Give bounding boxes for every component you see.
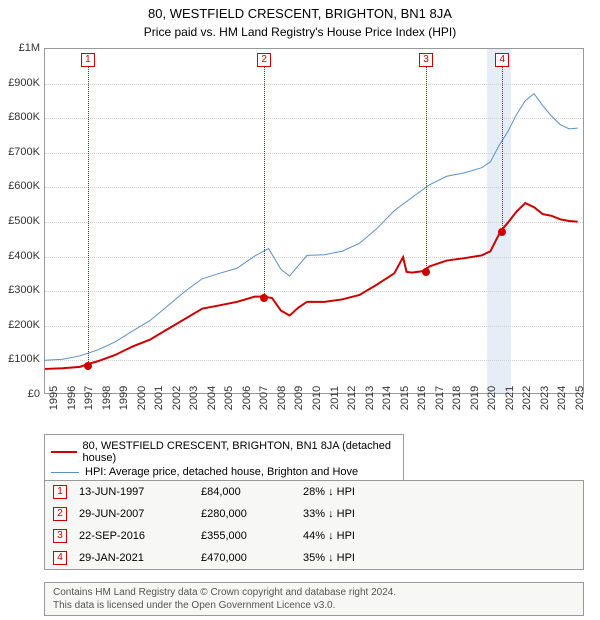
marker-line bbox=[426, 67, 427, 272]
x-axis-label: 2024 bbox=[556, 386, 568, 410]
marker-box: 1 bbox=[81, 53, 95, 67]
y-axis-label: £700K bbox=[0, 146, 40, 158]
sales-table: 1 13-JUN-1997 £84,000 28% ↓ HPI 2 29-JUN-2007… bbox=[44, 480, 584, 570]
sale-date: 13-JUN-1997 bbox=[79, 486, 189, 498]
marker-dot bbox=[498, 228, 506, 236]
sale-price: £355,000 bbox=[201, 530, 291, 542]
y-axis-label: £100K bbox=[0, 353, 40, 365]
x-axis-label: 2005 bbox=[223, 386, 235, 410]
footer-line-2: This data is licensed under the Open Gov… bbox=[53, 599, 575, 612]
x-axis-label: 2015 bbox=[399, 386, 411, 410]
x-axis-label: 2001 bbox=[153, 386, 165, 410]
sale-number-box: 2 bbox=[53, 507, 67, 521]
x-axis-label: 2006 bbox=[241, 386, 253, 410]
x-axis-label: 2012 bbox=[346, 386, 358, 410]
marker-line bbox=[88, 67, 89, 366]
y-axis-label: £400K bbox=[0, 250, 40, 262]
x-axis-label: 2013 bbox=[364, 386, 376, 410]
x-axis-label: 2022 bbox=[521, 386, 533, 410]
x-axis-label: 1997 bbox=[83, 386, 95, 410]
sale-number-box: 1 bbox=[53, 485, 67, 499]
marker-box: 2 bbox=[257, 53, 271, 67]
footer-line-1: Contains HM Land Registry data © Crown c… bbox=[53, 586, 575, 599]
sale-price: £280,000 bbox=[201, 508, 291, 520]
legend-swatch bbox=[51, 451, 77, 453]
sale-row: 4 29-JAN-2021 £470,000 35% ↓ HPI bbox=[45, 547, 583, 569]
sale-date: 29-JAN-2021 bbox=[79, 552, 189, 564]
x-axis-label: 2014 bbox=[381, 386, 393, 410]
legend-row: HPI: Average price, detached house, Brig… bbox=[51, 465, 397, 479]
x-axis-label: 2007 bbox=[258, 386, 270, 410]
sale-diff: 35% ↓ HPI bbox=[303, 552, 403, 564]
x-axis-label: 1996 bbox=[66, 386, 78, 410]
x-axis-label: 1995 bbox=[48, 386, 60, 410]
x-axis-label: 1998 bbox=[101, 386, 113, 410]
y-axis-label: £900K bbox=[0, 77, 40, 89]
x-axis-label: 2002 bbox=[171, 386, 183, 410]
x-axis-label: 2021 bbox=[504, 386, 516, 410]
x-axis-label: 2004 bbox=[206, 386, 218, 410]
chart-subtitle: Price paid vs. HM Land Registry's House … bbox=[0, 21, 600, 43]
y-axis-label: £500K bbox=[0, 215, 40, 227]
marker-dot bbox=[422, 268, 430, 276]
sale-diff: 33% ↓ HPI bbox=[303, 508, 403, 520]
sale-diff: 44% ↓ HPI bbox=[303, 530, 403, 542]
sale-price: £84,000 bbox=[201, 486, 291, 498]
x-axis-label: 2003 bbox=[188, 386, 200, 410]
y-axis-label: £800K bbox=[0, 111, 40, 123]
legend-box: 80, WESTFIELD CRESCENT, BRIGHTON, BN1 8J… bbox=[44, 434, 404, 484]
y-axis-label: £300K bbox=[0, 284, 40, 296]
chart-plot-area: 1 2 3 4 bbox=[44, 48, 584, 394]
x-axis-label: 2020 bbox=[486, 386, 498, 410]
series-line-hpi bbox=[45, 94, 578, 361]
sale-date: 22-SEP-2016 bbox=[79, 530, 189, 542]
sale-row: 1 13-JUN-1997 £84,000 28% ↓ HPI bbox=[45, 481, 583, 503]
marker-box: 3 bbox=[419, 53, 433, 67]
marker-line bbox=[502, 67, 503, 232]
marker-line bbox=[264, 67, 265, 298]
chart-title: 80, WESTFIELD CRESCENT, BRIGHTON, BN1 8J… bbox=[0, 0, 600, 21]
x-axis-label: 2000 bbox=[136, 386, 148, 410]
x-axis-label: 2011 bbox=[329, 386, 341, 410]
legend-label: 80, WESTFIELD CRESCENT, BRIGHTON, BN1 8J… bbox=[83, 440, 397, 464]
sale-number-box: 3 bbox=[53, 529, 67, 543]
footer-attribution: Contains HM Land Registry data © Crown c… bbox=[44, 582, 584, 616]
x-axis-label: 1999 bbox=[118, 386, 130, 410]
legend-row: 80, WESTFIELD CRESCENT, BRIGHTON, BN1 8J… bbox=[51, 439, 397, 465]
x-axis-label: 2008 bbox=[276, 386, 288, 410]
sale-number-box: 4 bbox=[53, 551, 67, 565]
y-axis-label: £200K bbox=[0, 319, 40, 331]
sale-row: 3 22-SEP-2016 £355,000 44% ↓ HPI bbox=[45, 525, 583, 547]
marker-box: 4 bbox=[495, 53, 509, 67]
legend-label: HPI: Average price, detached house, Brig… bbox=[85, 466, 358, 478]
x-axis-label: 2009 bbox=[293, 386, 305, 410]
marker-dot bbox=[84, 362, 92, 370]
marker-dot bbox=[260, 294, 268, 302]
sale-row: 2 29-JUN-2007 £280,000 33% ↓ HPI bbox=[45, 503, 583, 525]
x-axis-label: 2017 bbox=[434, 386, 446, 410]
sale-diff: 28% ↓ HPI bbox=[303, 486, 403, 498]
x-axis-label: 2016 bbox=[416, 386, 428, 410]
series-line-property bbox=[45, 203, 578, 369]
sale-date: 29-JUN-2007 bbox=[79, 508, 189, 520]
legend-swatch bbox=[51, 472, 79, 473]
sale-price: £470,000 bbox=[201, 552, 291, 564]
x-axis-label: 2023 bbox=[539, 386, 551, 410]
x-axis-label: 2019 bbox=[469, 386, 481, 410]
y-axis-label: £1M bbox=[0, 42, 40, 54]
x-axis-label: 2018 bbox=[451, 386, 463, 410]
x-axis-label: 2010 bbox=[311, 386, 323, 410]
y-axis-label: £0 bbox=[0, 388, 40, 400]
x-axis-label: 2025 bbox=[574, 386, 586, 410]
y-axis-label: £600K bbox=[0, 180, 40, 192]
